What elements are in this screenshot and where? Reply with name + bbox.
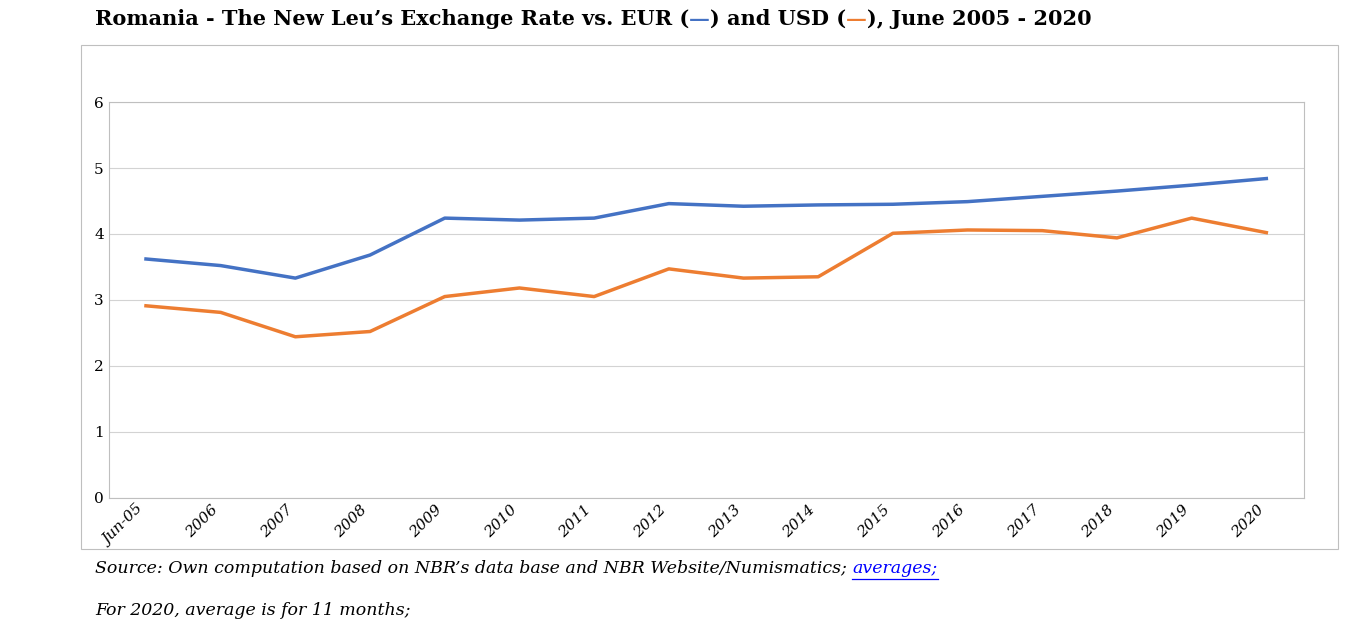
Text: ) and USD (: ) and USD ( [710, 9, 846, 29]
Text: ), June 2005 - 2020: ), June 2005 - 2020 [868, 9, 1092, 29]
Text: For 2020, average is for 11 months;: For 2020, average is for 11 months; [95, 602, 410, 619]
Text: —: — [846, 9, 868, 29]
Text: —: — [690, 9, 710, 29]
Text: averages;: averages; [853, 560, 937, 577]
Text: Source: Own computation based on NBR’s data base and NBR Website/Numismatics;: Source: Own computation based on NBR’s d… [95, 560, 853, 577]
Text: Romania - The New Leu’s Exchange Rate vs. EUR (: Romania - The New Leu’s Exchange Rate vs… [95, 9, 690, 29]
